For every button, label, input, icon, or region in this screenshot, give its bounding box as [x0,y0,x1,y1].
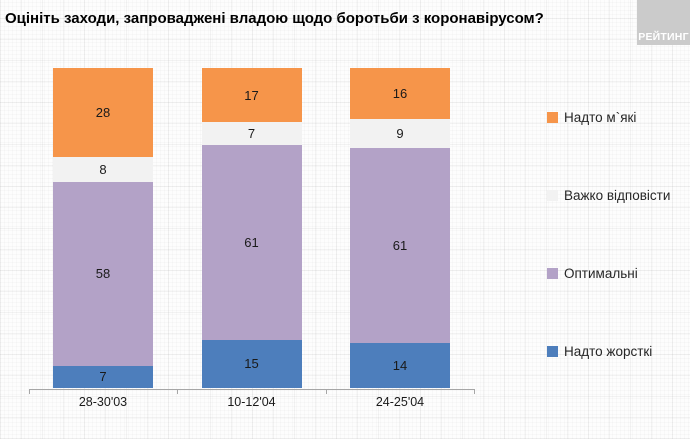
bar-segment: 9 [350,119,450,148]
x-axis-line [29,389,474,390]
bar-segment: 61 [350,147,450,344]
legend-item-3: Оптимальні [547,266,638,281]
bar-segment: 58 [53,182,153,366]
segment-value-label: 7 [99,369,107,385]
bar-segment: 8 [53,156,153,183]
stacked-bar-28-30'03: 28 8 58 7 [53,68,153,388]
bar-segment: 7 [201,122,302,145]
stacked-bar-24-25'04: 16 9 61 14 [350,68,450,388]
segment-value-label: 7 [247,126,256,142]
segment-value-label: 14 [392,358,408,374]
legend-item-4: Надто жорсткі [547,344,652,359]
bar-segment: 17 [201,68,302,123]
legend-label: Надто м`які [564,110,637,125]
legend-swatch [547,268,558,279]
axis-tick [325,389,327,394]
segment-value-label: 9 [396,126,404,142]
axis-tick [177,389,179,394]
segment-value-label: 58 [95,266,111,282]
x-axis-label: 28-30'03 [78,395,128,409]
segment-value-label: 61 [392,238,408,254]
legend-swatch [547,112,558,123]
axis-tick [474,389,475,394]
rating-group-logo: РЕЙТИНГ [637,0,690,45]
bar-segment: 28 [53,68,153,157]
legend-label: Важко відповісти [564,188,671,203]
legend-label: Оптимальні [564,266,638,281]
legend-item-1: Надто м`які [547,110,636,125]
x-axis-label: 10-12'04 [227,395,276,409]
segment-value-label: 15 [244,356,259,372]
legend-label: Надто жорсткі [564,344,653,359]
axis-tick [29,389,30,394]
bar-segment: 16 [350,68,450,120]
legend-item-2: Важко відповісти [547,188,670,203]
segment-value-label: 61 [244,234,259,250]
segment-value-label: 17 [244,87,259,103]
chart-title: Оцініть заходи, запроваджені владою щодо… [5,10,544,27]
bar-segment: 61 [201,144,302,340]
segment-value-label: 8 [99,161,107,177]
x-axis-label: 24-25'04 [375,395,425,409]
stacked-bar-10-12'04: 17 7 61 15 [201,68,302,388]
segment-value-label: 16 [392,86,408,102]
bar-segment: 14 [350,343,450,388]
legend-swatch [547,190,558,201]
legend-swatch [547,346,558,357]
bar-segment: 15 [201,339,302,388]
bar-segment: 7 [53,365,153,388]
rating-logo-text: РЕЙТИНГ [638,31,689,43]
segment-value-label: 28 [95,104,111,120]
